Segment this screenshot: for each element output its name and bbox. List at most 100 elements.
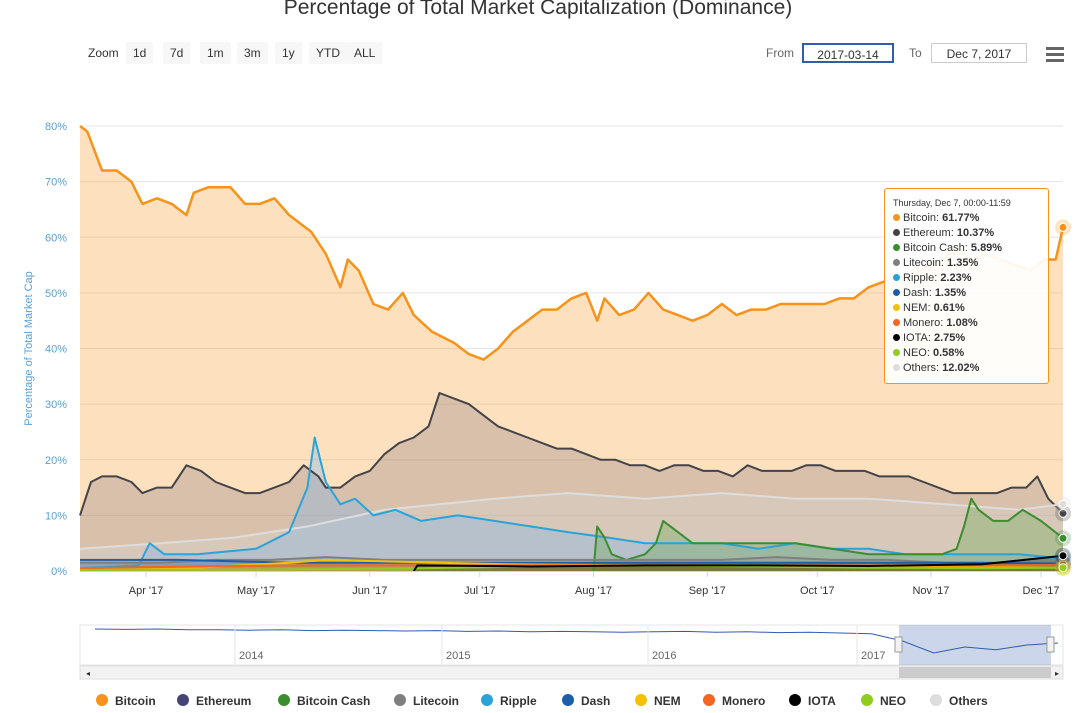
tooltip-series-name: Bitcoin: [903, 212, 937, 224]
hover-point-bitcoin: [1058, 222, 1068, 232]
tooltip-series-value: 61.77%: [942, 212, 980, 224]
navigator-scrollbar[interactable]: [79, 665, 1064, 680]
legend-item-bitcoin-cash[interactable]: Bitcoin Cash: [278, 694, 370, 708]
legend-label: Dash: [581, 694, 611, 708]
tooltip-series-value: 2.75%: [933, 332, 966, 344]
zoom-ytd-button[interactable]: YTD: [309, 42, 347, 64]
tooltip-row: Ethereum: 10.37%: [893, 226, 1048, 241]
zoom-3m-button[interactable]: 3m: [237, 42, 268, 64]
tooltip-row: Monero: 1.08%: [893, 316, 1048, 331]
tooltip-series-name: NEO: [903, 347, 927, 359]
tooltip-row: Litecoin: 1.35%: [893, 256, 1048, 271]
line-ripple: [79, 436, 1064, 570]
legend-item-bitcoin[interactable]: Bitcoin: [96, 694, 156, 708]
tooltip-date: Thursday, Dec 7, 00:00-11:59: [893, 198, 1011, 208]
series-dot-icon: [893, 319, 900, 326]
line-others: [79, 492, 1064, 550]
legend-item-iota[interactable]: IOTA: [789, 694, 836, 708]
navigator[interactable]: 2014 2015 2016 2017 ◂ ▸: [79, 624, 1064, 680]
zoom-label: Zoom: [88, 46, 119, 60]
hamburger-menu-icon[interactable]: [1046, 47, 1064, 62]
x-tick-label: Dec '17: [1023, 585, 1060, 597]
zoom-all-button[interactable]: ALL: [347, 42, 383, 64]
zoom-1y-button[interactable]: 1y: [275, 42, 302, 64]
legend-item-dash[interactable]: Dash: [562, 694, 610, 708]
tooltip-series-name: NEM: [903, 302, 928, 314]
legend-label: NEO: [880, 694, 907, 708]
legend-label: NEM: [654, 694, 681, 708]
series-dot-icon: [893, 304, 900, 311]
tooltip-series-value: 1.35%: [947, 257, 979, 269]
navigator-selection[interactable]: [899, 625, 1051, 665]
y-axis-title: Percentage of Total Market Cap: [23, 271, 35, 426]
legend-item-ripple[interactable]: Ripple: [481, 694, 537, 708]
x-tick-label: Apr '17: [129, 585, 164, 597]
series-dot-icon: [893, 259, 900, 266]
tooltip-series-value: 12.02%: [942, 362, 980, 374]
hover-point-neo: [1058, 563, 1068, 573]
tooltip-series-value: 0.58%: [932, 347, 965, 359]
scroll-right-arrow-icon[interactable]: ▸: [1055, 669, 1059, 678]
zoom-1d-button[interactable]: 1d: [126, 42, 154, 64]
hover-point-iota: [1058, 551, 1068, 561]
tooltip-series-value: 1.35%: [934, 287, 967, 299]
navigator-tick-label: 2017: [861, 650, 885, 662]
tooltip-row: NEO: 0.58%: [893, 346, 1048, 361]
navigator-right-handle[interactable]: [1046, 636, 1055, 653]
legend-dot-icon: [930, 694, 942, 706]
x-tick-label: Nov '17: [912, 585, 949, 597]
tooltip-series-name: Others: [903, 362, 937, 374]
legend-dot-icon: [394, 694, 406, 706]
tooltip-series-name: Ripple: [903, 272, 935, 284]
legend-item-others[interactable]: Others: [930, 694, 988, 708]
area-ripple: [80, 437, 1063, 571]
y-tick-label: 0%: [51, 566, 67, 578]
y-tick-label: 60%: [45, 232, 67, 244]
zoom-7d-button[interactable]: 7d: [163, 42, 191, 64]
tooltip-row: NEM: 0.61%: [893, 301, 1048, 316]
to-date-input[interactable]: Dec 7, 2017: [931, 43, 1027, 63]
x-tick-label: Jul '17: [464, 585, 495, 597]
y-tick-label: 80%: [45, 121, 67, 133]
hover-point-bitcoin-cash: [1058, 533, 1068, 543]
legend-label: Others: [949, 694, 988, 708]
tooltip-series-value: 5.89%: [970, 242, 1003, 254]
line-litecoin: [80, 556, 1064, 565]
legend-item-nem[interactable]: NEM: [635, 694, 681, 708]
legend-item-ethereum[interactable]: Ethereum: [177, 694, 251, 708]
y-tick-label: 40%: [45, 344, 67, 356]
legend-item-litecoin[interactable]: Litecoin: [394, 694, 459, 708]
area-ethereum: [80, 393, 1063, 571]
from-date-input[interactable]: 2017-03-14: [802, 43, 894, 63]
x-tick-label: Oct '17: [800, 585, 835, 597]
zoom-1m-button[interactable]: 1m: [200, 42, 231, 64]
legend-dot-icon: [177, 694, 189, 706]
legend-label: Bitcoin: [115, 694, 156, 708]
scroll-left-arrow-icon[interactable]: ◂: [86, 669, 90, 678]
tooltip-row: Dash: 1.35%: [893, 286, 1048, 301]
line-iota: [412, 554, 1064, 572]
legend-label: IOTA: [808, 694, 836, 708]
tooltip-series-name: Dash: [903, 287, 929, 299]
navigator-tick-label: 2016: [652, 650, 676, 662]
tooltip-row: Bitcoin: 61.77%: [893, 211, 1048, 226]
tooltip-series-value: 0.61%: [933, 302, 965, 314]
y-tick-label: 30%: [45, 399, 67, 411]
tooltip-series-name: Monero: [903, 317, 941, 329]
series-dot-icon: [893, 334, 900, 341]
y-tick-label: 70%: [45, 177, 67, 189]
legend-item-monero[interactable]: Monero: [703, 694, 765, 708]
legend-item-neo[interactable]: NEO: [861, 694, 906, 708]
legend-dot-icon: [703, 694, 715, 706]
legend-dot-icon: [481, 694, 493, 706]
legend-label: Litecoin: [413, 694, 460, 708]
series-dot-icon: [893, 364, 900, 371]
chart-title: Percentage of Total Market Capitalizatio…: [283, 0, 793, 19]
x-tick-label: Aug '17: [575, 585, 612, 597]
area-bitcoin: [80, 126, 1063, 571]
tooltip-series-name: Bitcoin Cash: [903, 242, 965, 254]
navigator-left-handle[interactable]: [894, 636, 903, 653]
hover-markers: [1055, 219, 1071, 576]
scrollbar-thumb[interactable]: [899, 667, 1051, 678]
tooltip-series-name: IOTA: [903, 332, 928, 344]
